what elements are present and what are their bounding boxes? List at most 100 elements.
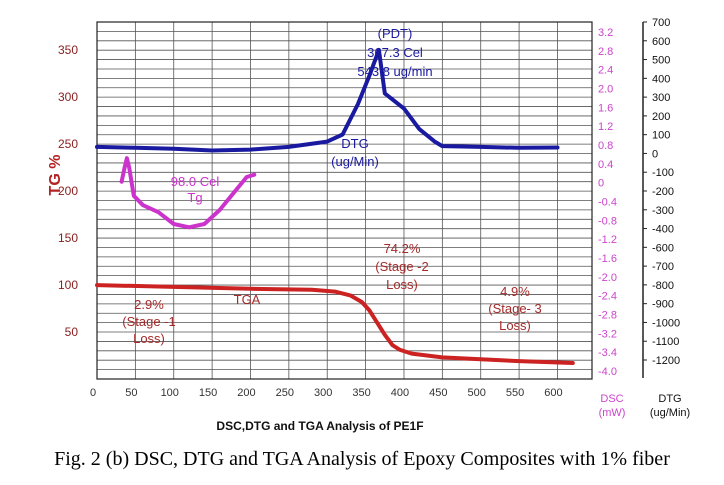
dtg-tick-label: 400	[652, 73, 670, 85]
dsc-tick-label: -0.4	[598, 197, 617, 209]
data-point-tga	[391, 344, 393, 346]
x-tick-label: 150	[199, 387, 217, 399]
series-line-dsc	[119, 156, 257, 230]
stage1-annotation: (Stage -1	[122, 314, 175, 329]
data-point-tga	[173, 286, 175, 288]
stage3-annotation: Loss)	[499, 318, 531, 333]
dtg-tick-label: 300	[652, 92, 670, 104]
data-point-tga	[349, 294, 351, 296]
x-tick-label: 500	[468, 387, 486, 399]
x-tick-label: 600	[544, 387, 562, 399]
tg-tick-label: 100	[58, 278, 78, 292]
dsc-tick-label: -3.4	[598, 347, 617, 359]
data-point-tga	[399, 349, 401, 351]
dtg-tick-label: -100	[652, 167, 674, 179]
x-tick-label: 250	[276, 387, 294, 399]
stage3-annotation: 4.9%	[500, 284, 530, 299]
data-point-dtg	[96, 146, 98, 148]
tg-tick-label: 250	[58, 137, 78, 151]
dsc-tick-label: -1.6	[598, 253, 617, 265]
data-point-dsc	[128, 167, 130, 169]
data-point-dtg	[211, 150, 213, 152]
dsc-axis-unit: (mW)	[599, 407, 626, 419]
dtg-tick-label: -900	[652, 299, 674, 311]
data-point-tga	[96, 284, 98, 286]
dsc-tick-label: 2.0	[598, 84, 613, 96]
dtg-tick-label: 700	[652, 17, 670, 29]
data-point-tga	[411, 353, 413, 355]
tg-tick-label: 200	[58, 184, 78, 198]
data-point-dsc	[188, 226, 190, 228]
dtg-tick-label: -400	[652, 224, 674, 236]
data-point-tga	[384, 334, 386, 336]
stage2-annotation: Loss)	[386, 277, 418, 292]
data-point-dsc	[124, 167, 126, 169]
dsc-tick-label: 0.8	[598, 140, 613, 152]
dtg-axis-unit: (ug/Min)	[650, 407, 690, 419]
stage1-annotation: Loss)	[133, 331, 165, 346]
dtg-tick-label: -200	[652, 186, 674, 198]
x-tick-label: 50	[125, 387, 137, 399]
x-tick-label: 100	[161, 387, 179, 399]
data-point-tga	[480, 358, 482, 360]
stage2-annotation: 74.2%	[384, 241, 421, 256]
data-point-dtg	[518, 147, 520, 149]
data-point-dsc	[203, 223, 205, 225]
dsc-tick-label: -2.8	[598, 310, 617, 322]
x-tick-label: 400	[391, 387, 409, 399]
stage2-annotation: (Stage -2	[375, 259, 428, 274]
data-point-tga	[249, 288, 251, 290]
data-point-tga	[572, 362, 574, 364]
dsc-tick-label: -2.4	[598, 291, 617, 303]
tg-annotation: Tg	[187, 190, 202, 205]
data-point-dsc	[246, 176, 248, 178]
dtg-tick-label: 600	[652, 36, 670, 48]
dtg-tick-label: -1200	[652, 355, 680, 367]
chart-svg: 0 50 100 150 200 250 300 350 400 450 500 550 600 50 10…	[47, 17, 690, 433]
data-point-dtg	[173, 148, 175, 150]
data-point-dtg	[368, 75, 370, 77]
data-point-dtg	[249, 149, 251, 151]
dsc-tick-label: -3.2	[598, 328, 617, 340]
x-tick-label: 350	[352, 387, 370, 399]
data-point-tga	[334, 291, 336, 293]
tg-annotation: 98.0 Cel	[171, 174, 220, 189]
dsc-tick-label: 3.2	[598, 27, 613, 39]
x-tick-label: 300	[314, 387, 332, 399]
data-point-tga	[361, 301, 363, 303]
dtg-tick-label: -800	[652, 280, 674, 292]
plot-frame	[96, 21, 593, 380]
tg-tick-label: 300	[58, 90, 78, 104]
data-point-dsc	[253, 174, 255, 176]
figure-caption: Fig. 2 (b) DSC, DTG and TGA Analysis of …	[54, 448, 670, 470]
dsc-tick-label: 0.4	[598, 159, 613, 171]
data-point-tga	[368, 309, 370, 311]
data-point-dtg	[357, 103, 359, 105]
x-tick-label: 200	[237, 387, 255, 399]
data-point-dsc	[142, 204, 144, 206]
data-point-dtg	[134, 147, 136, 149]
data-point-dtg	[418, 128, 420, 130]
dsc-tick-label: 2.4	[598, 65, 613, 77]
dtg-tick-label: -700	[652, 261, 674, 273]
dtg-tick-label: 0	[652, 148, 658, 160]
data-point-tga	[518, 360, 520, 362]
data-point-tga	[376, 322, 378, 324]
data-point-tga	[441, 356, 443, 358]
tga-annotation: TGA	[234, 292, 261, 307]
pdt-annotation: 543.8 ug/min	[357, 64, 432, 79]
dtg-annotation: (ug/Min)	[331, 154, 379, 169]
tg-tick-label: 50	[65, 325, 79, 339]
data-point-dsc	[126, 157, 128, 159]
dtg-tick-label: -1100	[652, 336, 679, 348]
data-point-dsc	[133, 195, 135, 197]
dtg-tick-label: 500	[652, 55, 670, 67]
pdt-annotation: 367.3 Cel	[367, 45, 423, 60]
dtg-axis-label: DTG	[658, 393, 681, 405]
stage1-annotation: 2.9%	[134, 297, 164, 312]
data-point-dtg	[441, 145, 443, 147]
dsc-tick-label: -2.0	[598, 272, 617, 284]
dsc-tick-label: -0.8	[598, 215, 617, 227]
dsc-tick-label: 0	[598, 178, 604, 190]
